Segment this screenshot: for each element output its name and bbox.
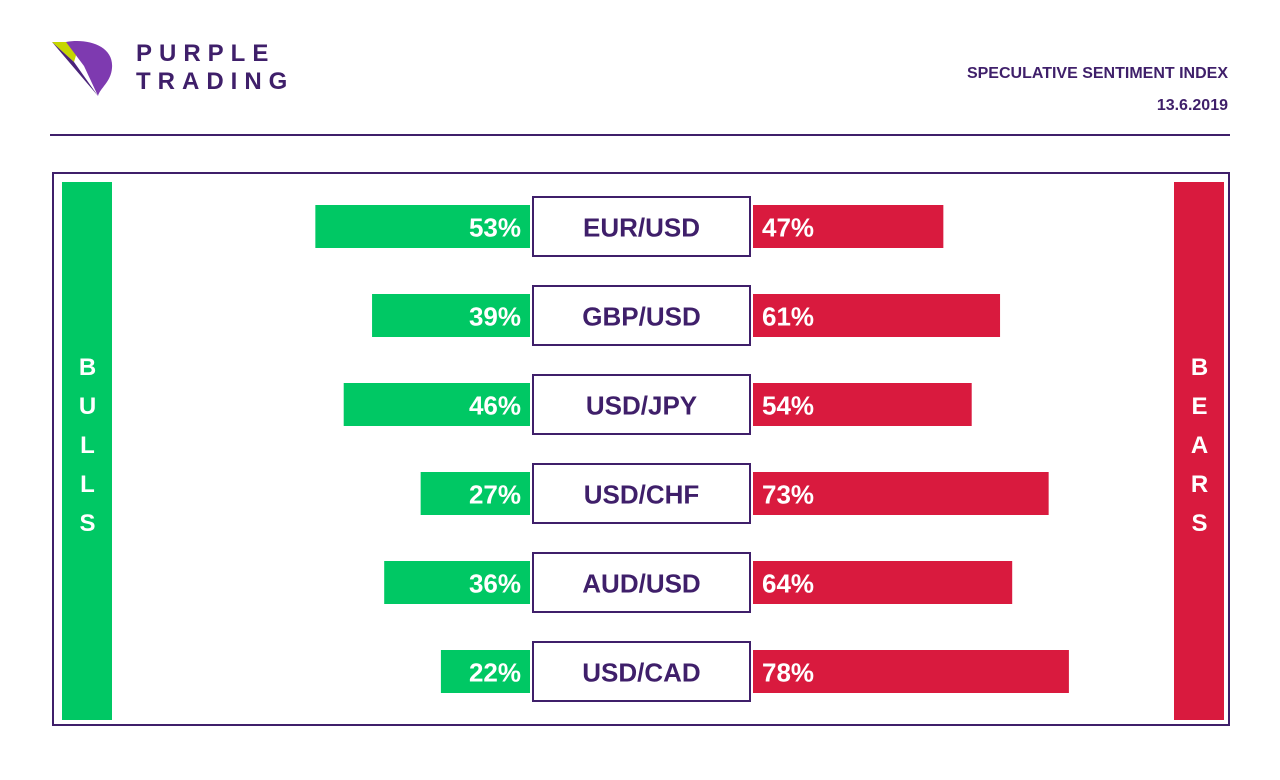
bull-value-label: 53%	[469, 213, 521, 243]
pair-label: GBP/USD	[582, 302, 700, 332]
bear-bar	[753, 383, 972, 426]
bear-value-label: 78%	[762, 658, 814, 688]
bulls-label: BULLS	[74, 353, 101, 549]
pair-label: USD/CHF	[584, 480, 700, 510]
bear-bar	[753, 294, 1001, 337]
purple-trading-logo-icon	[52, 41, 113, 96]
bears-side-bar: BEARS	[1174, 182, 1224, 720]
bear-value-label: 73%	[762, 480, 814, 510]
pair-label: AUD/USD	[582, 569, 700, 599]
bull-bar	[420, 472, 530, 515]
bull-bar	[372, 294, 530, 337]
header: SPECULATIVE SENTIMENT INDEX 13.6.2019	[967, 58, 1228, 122]
bull-bar	[343, 383, 530, 426]
pair-label: EUR/USD	[583, 213, 700, 243]
brand-line-1: PURPLE	[136, 40, 276, 67]
pair-box	[532, 374, 751, 435]
pair-box	[532, 641, 751, 702]
logo: PURPLE TRADING	[52, 40, 312, 100]
bear-bar	[753, 472, 1049, 515]
bulls-side-bar: BULLS	[62, 182, 112, 720]
bears-label: BEARS	[1186, 353, 1213, 549]
page-date: 13.6.2019	[1156, 97, 1228, 114]
bear-bar	[753, 205, 944, 248]
bull-value-label: 39%	[469, 302, 521, 332]
chart-frame: BULLS BEARS	[52, 172, 1230, 726]
pair-label: USD/JPY	[586, 391, 697, 421]
bull-value-label: 46%	[469, 391, 521, 421]
pair-box	[532, 196, 751, 257]
bear-bar	[753, 650, 1069, 693]
bear-value-label: 61%	[762, 302, 814, 332]
pair-box	[532, 552, 751, 613]
bull-value-label: 22%	[469, 658, 521, 688]
bull-value-label: 36%	[469, 569, 521, 599]
pair-box	[532, 285, 751, 346]
bull-bar	[440, 650, 530, 693]
page-title: SPECULATIVE SENTIMENT INDEX	[966, 65, 1228, 82]
bear-bar	[753, 561, 1013, 604]
bear-value-label: 47%	[762, 213, 814, 243]
pair-label: USD/CAD	[582, 658, 700, 688]
bull-bar	[315, 205, 530, 248]
header-divider	[50, 134, 1230, 136]
brand-line-2: TRADING	[136, 68, 295, 95]
brand-name: PURPLE TRADING	[136, 40, 294, 96]
bear-value-label: 64%	[762, 569, 814, 599]
pair-box	[532, 463, 751, 524]
bull-bar	[384, 561, 530, 604]
bull-value-label: 27%	[469, 480, 521, 510]
bear-value-label: 54%	[762, 391, 814, 421]
